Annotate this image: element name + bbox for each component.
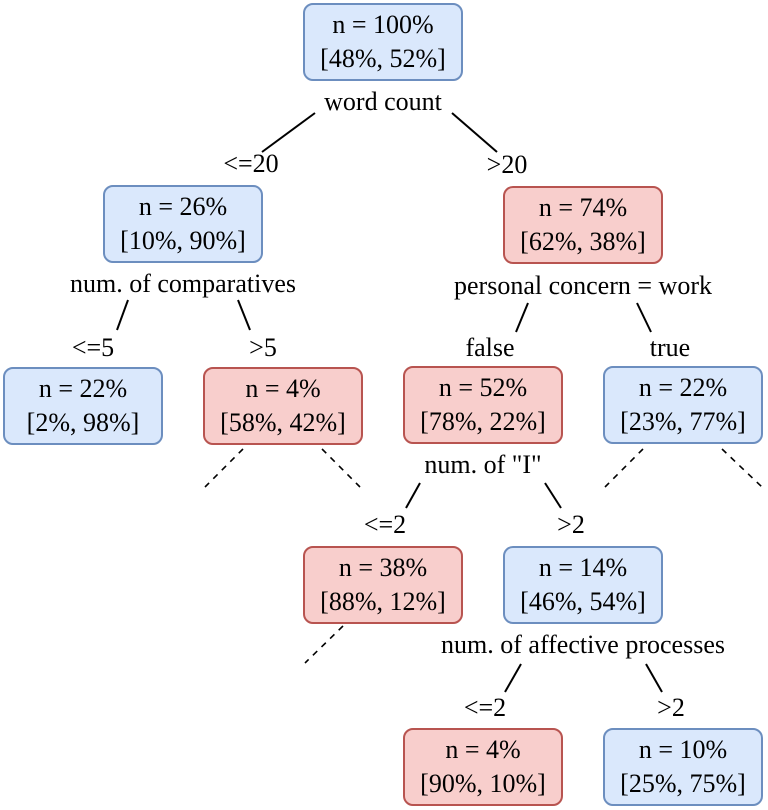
split-label-le20: num. of comparatives — [70, 269, 296, 298]
truncated-edge — [604, 448, 644, 488]
edge-gt20-false — [515, 302, 529, 333]
edge-gt2-affle2 — [504, 663, 522, 693]
node-gt2: n = 14% [46%, 54%] — [503, 546, 663, 624]
node-le5: n = 22% [2%, 98%] — [3, 367, 163, 445]
edge-root-gt20 — [451, 112, 498, 153]
split-label-gt2: num. of affective processes — [441, 630, 725, 659]
node-distribution: [58%, 42%] — [220, 408, 346, 437]
node-le2: n = 38% [88%, 12%] — [303, 546, 463, 624]
node-aff-gt2: n = 10% [25%, 75%] — [603, 728, 763, 806]
edge-label: <=2 — [463, 693, 507, 722]
edge-label: >2 — [657, 693, 685, 722]
node-distribution: [46%, 54%] — [520, 587, 646, 616]
edge-gt2-affgt2 — [645, 663, 663, 693]
node-size: n = 14% — [538, 553, 628, 582]
node-size: n = 22% — [638, 373, 728, 402]
truncated-edge — [721, 448, 763, 488]
split-label-gt20: personal concern = work — [454, 271, 712, 300]
node-distribution: [23%, 77%] — [620, 407, 746, 436]
edge-root-le20 — [261, 112, 316, 153]
split-label-root: word count — [324, 87, 442, 116]
edge-label: <=2 — [363, 510, 407, 539]
edge-gt20-true — [636, 302, 652, 333]
node-root: n = 100% [48%, 52%] — [303, 3, 463, 81]
node-distribution: [90%, 10%] — [420, 769, 546, 798]
node-size: n = 26% — [138, 192, 228, 221]
node-distribution: [62%, 38%] — [520, 227, 646, 256]
node-size: n = 4% — [245, 374, 321, 403]
truncated-edge — [204, 448, 244, 488]
node-false: n = 52% [78%, 22%] — [403, 366, 563, 444]
edge-label: <=5 — [71, 333, 115, 362]
node-true: n = 22% [23%, 77%] — [603, 366, 763, 444]
edge-false-le2 — [405, 482, 421, 509]
edge-label: >2 — [557, 510, 585, 539]
node-distribution: [78%, 22%] — [420, 407, 546, 436]
node-distribution: [2%, 98%] — [26, 408, 140, 437]
node-distribution: [88%, 12%] — [320, 587, 446, 616]
node-distribution: [10%, 90%] — [120, 226, 246, 255]
node-size: n = 4% — [445, 735, 521, 764]
edge-label: <=20 — [223, 149, 279, 178]
edge-le20-le5 — [116, 299, 129, 331]
truncated-edge — [304, 625, 344, 664]
node-gt5: n = 4% [58%, 42%] — [203, 367, 363, 445]
edge-label: >5 — [249, 333, 277, 362]
node-size: n = 74% — [538, 193, 628, 222]
edge-le20-gt5 — [237, 299, 251, 331]
split-label-false: num. of "I" — [424, 450, 542, 479]
node-size: n = 10% — [638, 735, 728, 764]
node-size: n = 22% — [38, 374, 128, 403]
edge-label: >20 — [486, 150, 528, 179]
node-gt20: n = 74% [62%, 38%] — [503, 186, 663, 264]
node-distribution: [48%, 52%] — [320, 44, 446, 73]
edge-label: true — [649, 333, 691, 362]
edge-false-gt2 — [544, 482, 562, 509]
node-size: n = 100% — [332, 10, 434, 39]
edge-label: false — [465, 333, 515, 362]
node-size: n = 52% — [438, 373, 528, 402]
truncated-edge — [321, 448, 361, 488]
node-le20: n = 26% [10%, 90%] — [103, 185, 263, 263]
node-size: n = 38% — [338, 553, 428, 582]
node-aff-le2: n = 4% [90%, 10%] — [403, 728, 563, 806]
node-distribution: [25%, 75%] — [620, 769, 746, 798]
